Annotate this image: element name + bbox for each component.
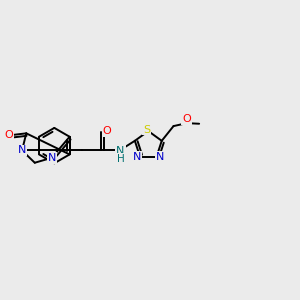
Text: O: O bbox=[182, 114, 191, 124]
Text: N: N bbox=[133, 152, 141, 162]
Text: N: N bbox=[47, 153, 56, 163]
Text: N: N bbox=[18, 146, 26, 155]
Text: H: H bbox=[117, 154, 124, 164]
Text: O: O bbox=[103, 126, 112, 136]
Text: N: N bbox=[116, 146, 124, 156]
Text: O: O bbox=[4, 130, 13, 140]
Text: S: S bbox=[143, 124, 150, 135]
Text: N: N bbox=[156, 152, 164, 162]
